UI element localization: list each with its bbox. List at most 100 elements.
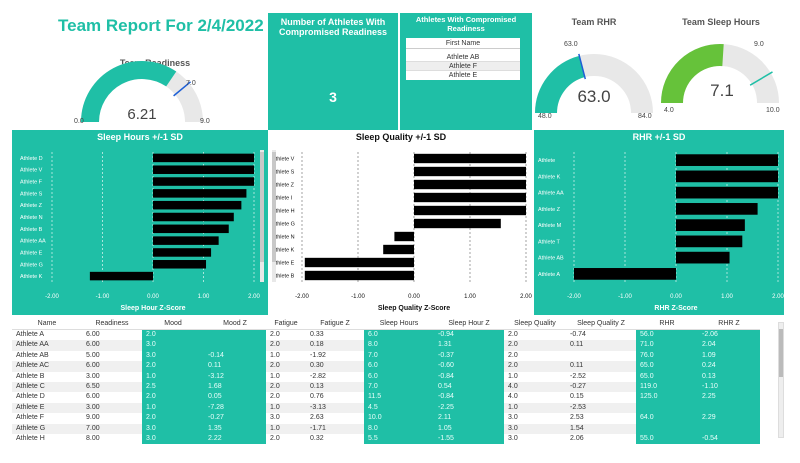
table-cell: Athlete D: [16, 393, 45, 401]
rhr-max: 84.0: [638, 113, 652, 120]
category-label: Athlete V: [20, 168, 43, 174]
table-cell: -0.74: [570, 331, 586, 338]
category-label: Athlete N: [272, 235, 295, 241]
category-label: Athlete E: [20, 250, 43, 256]
table-cell: 0.11: [566, 340, 636, 351]
rhr-gauge-fill: [535, 55, 586, 114]
table-cell: 1.0: [504, 402, 566, 414]
sleep-quality-chart-scrollbar[interactable]: [272, 150, 276, 282]
table-cell: 0.05: [204, 392, 266, 403]
rhr-gauge-title: Team RHR: [571, 17, 617, 27]
bar: [414, 205, 526, 216]
compromised-count-value: 3: [329, 89, 337, 105]
column-header[interactable]: Mood Z: [204, 318, 266, 330]
readiness-gauge-fill: [81, 61, 177, 123]
x-tick-label: 1.00: [721, 294, 733, 300]
column-header[interactable]: Sleep Hours: [364, 318, 434, 330]
column-header[interactable]: Name: [12, 318, 82, 330]
category-label: Athlete A: [538, 272, 560, 278]
sleep-hours-chart-scrollbar[interactable]: [260, 150, 264, 282]
table-cell: 3.0: [508, 434, 518, 442]
table-cell: 6.0: [364, 371, 434, 382]
table-cell: 6.0: [364, 361, 434, 372]
column-header[interactable]: Sleep Hour Z: [434, 318, 504, 330]
sleep-hours-chart-panel: Sleep Hours +/-1 SD -2.00 -1.00 0.00 1.00 2.…: [12, 130, 268, 315]
table-cell: 2.0: [504, 361, 566, 372]
list-item[interactable]: Athlete F: [406, 62, 520, 71]
compromised-list-table: First Name Athlete AB Athlete F Athlete …: [406, 38, 520, 80]
table-cell: 119.0: [636, 381, 698, 393]
table-cell: 1.31: [434, 340, 504, 351]
category-label: Athlete B: [272, 274, 295, 280]
x-axis-label: RHR Z-Score: [654, 305, 697, 312]
sleep-quality-chart: -2.00 -1.00 0.00 1.00 2.00 Athlete V Athlete S…: [272, 152, 532, 312]
table-cell: 3.0: [142, 423, 204, 434]
sleep-gauge: [661, 44, 779, 104]
table-row[interactable]: Athlete E 3.00 1.0 -7.28 1.0 -3.13 4.5 -2.25 1.0…: [12, 402, 784, 414]
bar: [676, 235, 743, 248]
column-header[interactable]: Fatigue Z: [306, 318, 364, 330]
table-row[interactable]: Athlete D 6.00 2.0 0.05 2.0 0.76 11.5 -0.84 4.0 0…: [12, 392, 784, 403]
rhr-target-label: 63.0: [564, 41, 578, 48]
table-cell: 2.53: [570, 414, 584, 422]
bar: [676, 219, 745, 231]
table-row[interactable]: Athlete A 6.00 2.0 2.0 0.33 6.0 -0.94 2.0 -0.74 5…: [12, 330, 784, 341]
list-item[interactable]: Athlete E: [448, 72, 478, 79]
table-row[interactable]: Athlete F 9.00 2.0 -0.27 3.0 2.63 10.0 2.11 3.0 2…: [12, 413, 784, 424]
column-header[interactable]: Mood: [142, 318, 204, 330]
table-cell: Athlete C: [12, 381, 82, 393]
category-label: Athlete K: [20, 274, 43, 280]
table-cell: 4.0: [508, 393, 518, 401]
table-cell: -0.27: [566, 381, 636, 393]
table-cell: [636, 423, 698, 434]
table-row[interactable]: Athlete C 6.50 2.5 1.68 2.0 0.13 7.0 0.54 4.0 -0.…: [12, 381, 784, 393]
category-label: Athlete Z: [538, 207, 561, 213]
table-cell: 1.0: [270, 372, 280, 380]
table-cell: 1.0: [142, 371, 204, 382]
readiness-target-line: [173, 81, 192, 97]
table-cell: 2.0: [142, 413, 204, 424]
bar: [153, 260, 207, 269]
column-header[interactable]: RHR: [636, 318, 698, 330]
report-title: Team Report For 2/4/2022: [58, 16, 264, 35]
x-tick-label: 2.00: [520, 294, 532, 300]
bar: [414, 192, 526, 203]
table-cell: 2.06: [570, 434, 584, 442]
table-cell: 0.24: [698, 361, 760, 372]
table-row[interactable]: Athlete AC 6.00 2.0 0.11 2.0 0.30 6.0 -0.60 2.0 0…: [12, 361, 784, 372]
table-cell: 3.00: [86, 372, 100, 380]
column-header[interactable]: Sleep Quality Z: [566, 318, 636, 330]
column-header[interactable]: RHR Z: [698, 318, 760, 330]
list-item[interactable]: Athlete AB: [406, 53, 520, 62]
table-cell: -0.94: [434, 330, 504, 341]
sleep-target-line: [749, 71, 773, 86]
table-cell: 2.0: [270, 434, 280, 442]
bar: [89, 271, 153, 281]
rhr-chart-title: RHR +/-1 SD: [632, 132, 686, 142]
table-row[interactable]: Athlete AB 5.00 3.0 -0.14 1.0 -1.92 7.0 -0.37 2.…: [12, 350, 784, 362]
table-cell: -1.55: [434, 433, 504, 445]
table-cell: 9.00: [86, 414, 100, 422]
table-row[interactable]: Athlete H 8.00 3.0 2.22 2.0 0.32 5.5 -1.55 3.0 2.…: [12, 433, 784, 445]
table-cell: -3.13: [306, 402, 364, 414]
table-scrollbar[interactable]: [778, 322, 784, 438]
table-cell: 3.0: [142, 433, 204, 445]
table-row[interactable]: Athlete AA 6.00 3.0 2.0 0.18 8.0 1.31 2.0 0.11 71…: [12, 340, 784, 351]
table-row[interactable]: Athlete G 7.00 3.0 1.35 1.0 -1.71 8.0 1.05 3.0 1.…: [12, 423, 784, 434]
compromised-count-card: Number of Athletes With Compromised Read…: [268, 13, 398, 131]
table-cell: 2.22: [204, 433, 266, 445]
table-cell: 3.0: [142, 340, 204, 351]
table-cell: 0.11: [204, 361, 266, 372]
table-cell: 6.00: [82, 361, 142, 372]
category-label: Athlete: [538, 158, 555, 164]
table-cell: -0.14: [204, 350, 266, 362]
rhr-chart-panel: RHR +/-1 SD -2.00 -1.00 0.00 1.00 2.00 Athlet…: [534, 130, 784, 315]
column-header[interactable]: Fatigue: [266, 318, 306, 330]
table-row[interactable]: Athlete B 3.00 1.0 -3.12 1.0 -2.82 6.0 -0.84 1.0…: [12, 371, 784, 382]
column-header[interactable]: Readiness: [82, 318, 142, 330]
table-cell: 1.05: [434, 423, 504, 434]
bar: [383, 244, 414, 255]
table-cell: 8.00: [86, 434, 100, 442]
table-cell: 0.11: [566, 361, 636, 372]
column-header[interactable]: Sleep Quality: [504, 318, 566, 330]
